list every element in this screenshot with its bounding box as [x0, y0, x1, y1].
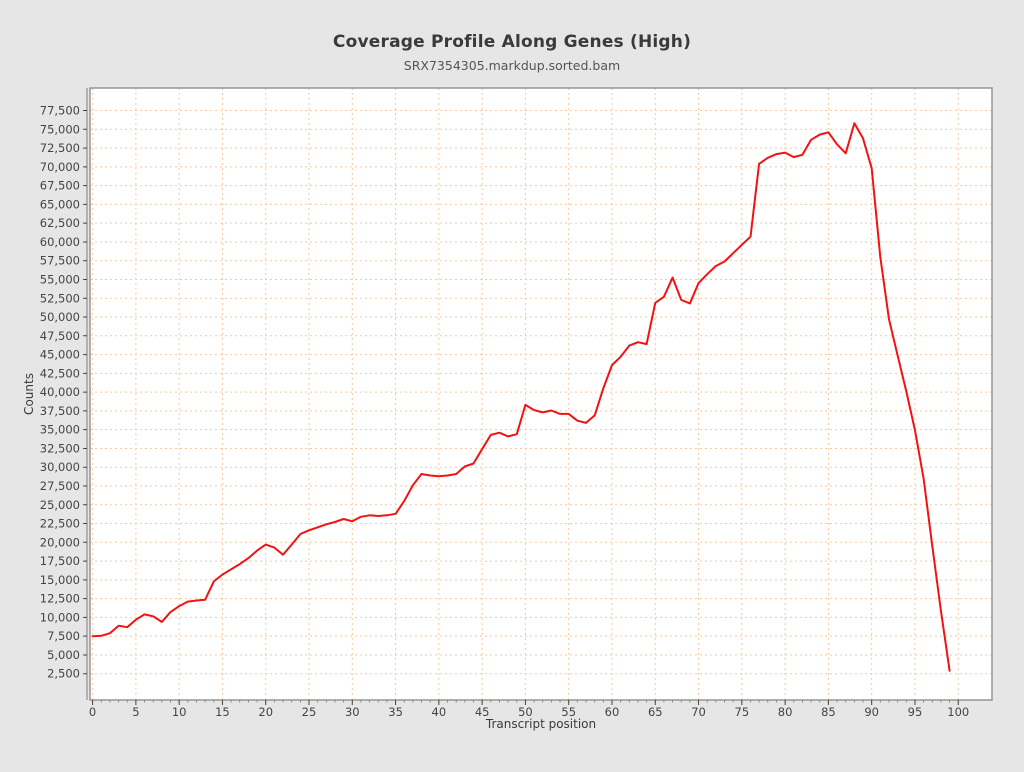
x-tick-label: 70: [691, 705, 706, 719]
y-tick-label: 15,000: [40, 573, 80, 587]
x-tick-label: 35: [388, 705, 403, 719]
x-tick-label: 50: [518, 705, 533, 719]
y-tick-label: 27,500: [40, 479, 80, 493]
y-tick-label: 22,500: [40, 517, 80, 531]
coverage-line-series: [91, 122, 951, 672]
x-tick-label: 100: [947, 705, 969, 719]
x-tick-label: 95: [908, 705, 923, 719]
x-tick-label: 0: [89, 705, 96, 719]
y-tick-label: 2,500: [47, 667, 80, 681]
y-tick-label: 65,000: [40, 197, 80, 211]
y-tick-label: 25,000: [40, 498, 80, 512]
y-tick-label: 72,500: [40, 141, 80, 155]
x-tick-label: 65: [648, 705, 663, 719]
y-tick-label: 60,000: [40, 235, 80, 249]
x-tick-label: 15: [215, 705, 230, 719]
y-tick-label: 32,500: [40, 441, 80, 455]
x-axis-major-ticks: [92, 700, 959, 705]
x-tick-label: 30: [345, 705, 360, 719]
x-tick-label: 55: [561, 705, 576, 719]
y-tick-label: 52,500: [40, 291, 80, 305]
y-tick-label: 75,000: [40, 122, 80, 136]
y-tick-label: 77,500: [40, 104, 80, 118]
y-tick-label: 40,000: [40, 385, 80, 399]
x-tick-label: 85: [821, 705, 836, 719]
x-tick-label: 10: [172, 705, 187, 719]
x-axis-title: Transcript position: [485, 717, 596, 731]
x-tick-label: 75: [735, 705, 750, 719]
y-tick-label: 12,500: [40, 592, 80, 606]
y-tick-label: 37,500: [40, 404, 80, 418]
y-tick-label: 42,500: [40, 366, 80, 380]
y-tick-label: 35,000: [40, 423, 80, 437]
y-tick-label: 55,000: [40, 272, 80, 286]
y-tick-label: 47,500: [40, 329, 80, 343]
y-tick-label: 45,000: [40, 348, 80, 362]
y-tick-label: 5,000: [47, 648, 80, 662]
y-tick-label: 10,000: [40, 610, 80, 624]
x-tick-label: 40: [432, 705, 447, 719]
y-tick-label: 70,000: [40, 160, 80, 174]
y-tick-label: 20,000: [40, 535, 80, 549]
y-tick-label: 7,500: [47, 629, 80, 643]
chart-subtitle: SRX7354305.markdup.sorted.bam: [403, 58, 621, 73]
y-tick-label: 67,500: [40, 179, 80, 193]
x-tick-label: 5: [132, 705, 139, 719]
x-tick-label: 20: [258, 705, 273, 719]
y-axis-title: Counts: [22, 373, 36, 415]
chart-title: Coverage Profile Along Genes (High): [332, 32, 692, 52]
y-tick-label: 57,500: [40, 254, 80, 268]
y-tick-label: 50,000: [40, 310, 80, 324]
x-tick-label: 60: [605, 705, 620, 719]
x-tick-label: 25: [302, 705, 317, 719]
y-tick-label: 62,500: [40, 216, 80, 230]
y-tick-label: 30,000: [40, 460, 80, 474]
grid-lines: [90, 88, 992, 700]
y-tick-label: 17,500: [40, 554, 80, 568]
y-axis-ticks: [83, 110, 87, 675]
x-tick-label: 45: [475, 705, 490, 719]
plot-frame: [89, 87, 993, 701]
x-tick-label: 80: [778, 705, 793, 719]
plot-background: [90, 88, 992, 700]
x-tick-label: 90: [864, 705, 879, 719]
